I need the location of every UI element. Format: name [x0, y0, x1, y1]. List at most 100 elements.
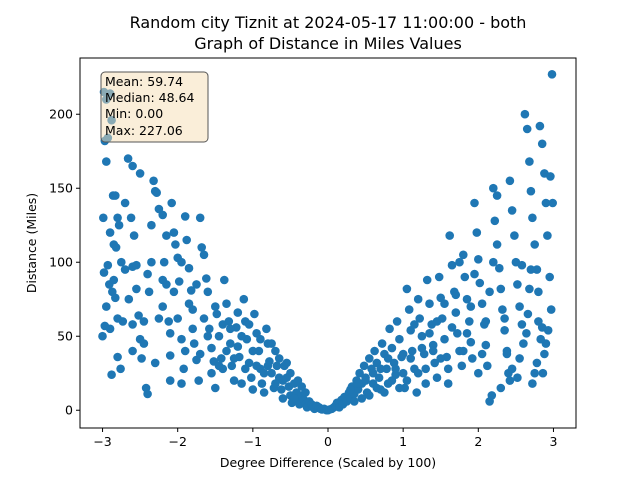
y-axis-ticks: 0 50 100 150 200 — [49, 107, 80, 418]
data-point — [272, 361, 282, 371]
data-point — [259, 388, 269, 397]
x-tick-label: −3 — [93, 434, 111, 449]
data-point — [517, 260, 527, 270]
data-point — [460, 272, 470, 282]
data-point — [199, 314, 209, 323]
data-point — [195, 349, 205, 359]
data-point — [505, 176, 515, 186]
data-point — [126, 213, 136, 223]
data-point — [237, 331, 246, 341]
data-point — [365, 391, 374, 400]
data-point — [192, 280, 201, 289]
data-point — [355, 368, 364, 378]
data-point — [99, 213, 108, 223]
data-point — [128, 320, 137, 329]
data-point — [496, 284, 506, 294]
data-point — [496, 383, 506, 393]
data-point — [481, 317, 491, 326]
data-point — [387, 343, 397, 353]
data-point — [159, 257, 169, 267]
data-point — [171, 240, 180, 249]
data-point — [186, 286, 196, 295]
data-point — [262, 324, 271, 334]
data-point — [241, 364, 250, 374]
data-point — [502, 349, 512, 359]
data-point — [165, 351, 175, 360]
x-tick-label: −2 — [168, 434, 186, 449]
data-point — [472, 228, 482, 237]
data-point — [453, 329, 462, 338]
data-point — [492, 240, 502, 249]
data-point — [247, 373, 256, 383]
data-point — [256, 334, 265, 344]
data-point — [165, 376, 175, 385]
data-point — [532, 358, 542, 368]
data-point — [359, 361, 369, 371]
data-point — [425, 299, 434, 309]
data-point — [286, 368, 295, 378]
data-point — [152, 188, 161, 197]
data-point — [254, 346, 264, 356]
data-point — [445, 231, 455, 240]
data-point — [487, 391, 497, 400]
data-point — [203, 331, 213, 341]
data-point — [470, 269, 479, 279]
data-point — [361, 376, 370, 385]
data-point — [120, 265, 130, 274]
data-point — [483, 361, 492, 371]
data-point — [237, 379, 246, 388]
data-point — [443, 364, 453, 374]
data-point — [257, 379, 267, 388]
data-point — [220, 275, 229, 285]
data-point — [515, 354, 524, 363]
x-axis-ticks: −3 −2 −1 0 1 2 3 — [93, 428, 557, 449]
data-point — [199, 250, 209, 260]
data-point — [440, 334, 449, 344]
data-point — [350, 397, 359, 406]
data-point — [259, 368, 269, 378]
data-point — [477, 349, 487, 359]
data-point — [398, 349, 408, 359]
data-point — [492, 191, 502, 200]
data-point — [528, 379, 537, 388]
x-tick-label: 0 — [324, 434, 332, 449]
y-tick-label: 0 — [65, 403, 73, 418]
stats-box: Mean: 59.74 Median: 48.64 Min: 0.00 Max:… — [100, 71, 209, 143]
data-point — [532, 265, 542, 274]
data-point — [173, 314, 182, 323]
data-point — [184, 263, 194, 273]
data-point — [434, 272, 444, 282]
data-point — [392, 317, 402, 326]
data-point — [540, 349, 549, 359]
data-point — [421, 379, 431, 388]
data-point — [102, 302, 111, 311]
data-point — [377, 339, 387, 348]
stats-mean: Mean: 59.74 — [105, 74, 183, 89]
data-point — [169, 287, 179, 297]
data-point — [432, 373, 442, 383]
data-point — [546, 305, 556, 314]
data-point — [495, 263, 504, 273]
y-axis-label: Distance (Miles) — [24, 193, 39, 293]
data-point — [498, 305, 507, 314]
data-point — [124, 294, 134, 304]
data-point — [282, 358, 292, 368]
y-tick-label: 100 — [49, 255, 73, 270]
data-point — [474, 254, 483, 264]
data-point — [489, 183, 498, 193]
data-point — [250, 309, 259, 319]
data-point — [134, 311, 143, 320]
data-point — [413, 294, 423, 304]
data-point — [233, 342, 243, 351]
data-point — [205, 324, 214, 334]
x-tick-label: 1 — [399, 434, 407, 449]
data-point — [274, 354, 284, 363]
data-point — [128, 161, 137, 171]
data-point — [404, 305, 414, 314]
data-point — [421, 364, 431, 374]
data-point — [147, 257, 156, 267]
data-point — [413, 368, 423, 378]
data-point — [211, 383, 220, 393]
data-point — [111, 191, 120, 200]
